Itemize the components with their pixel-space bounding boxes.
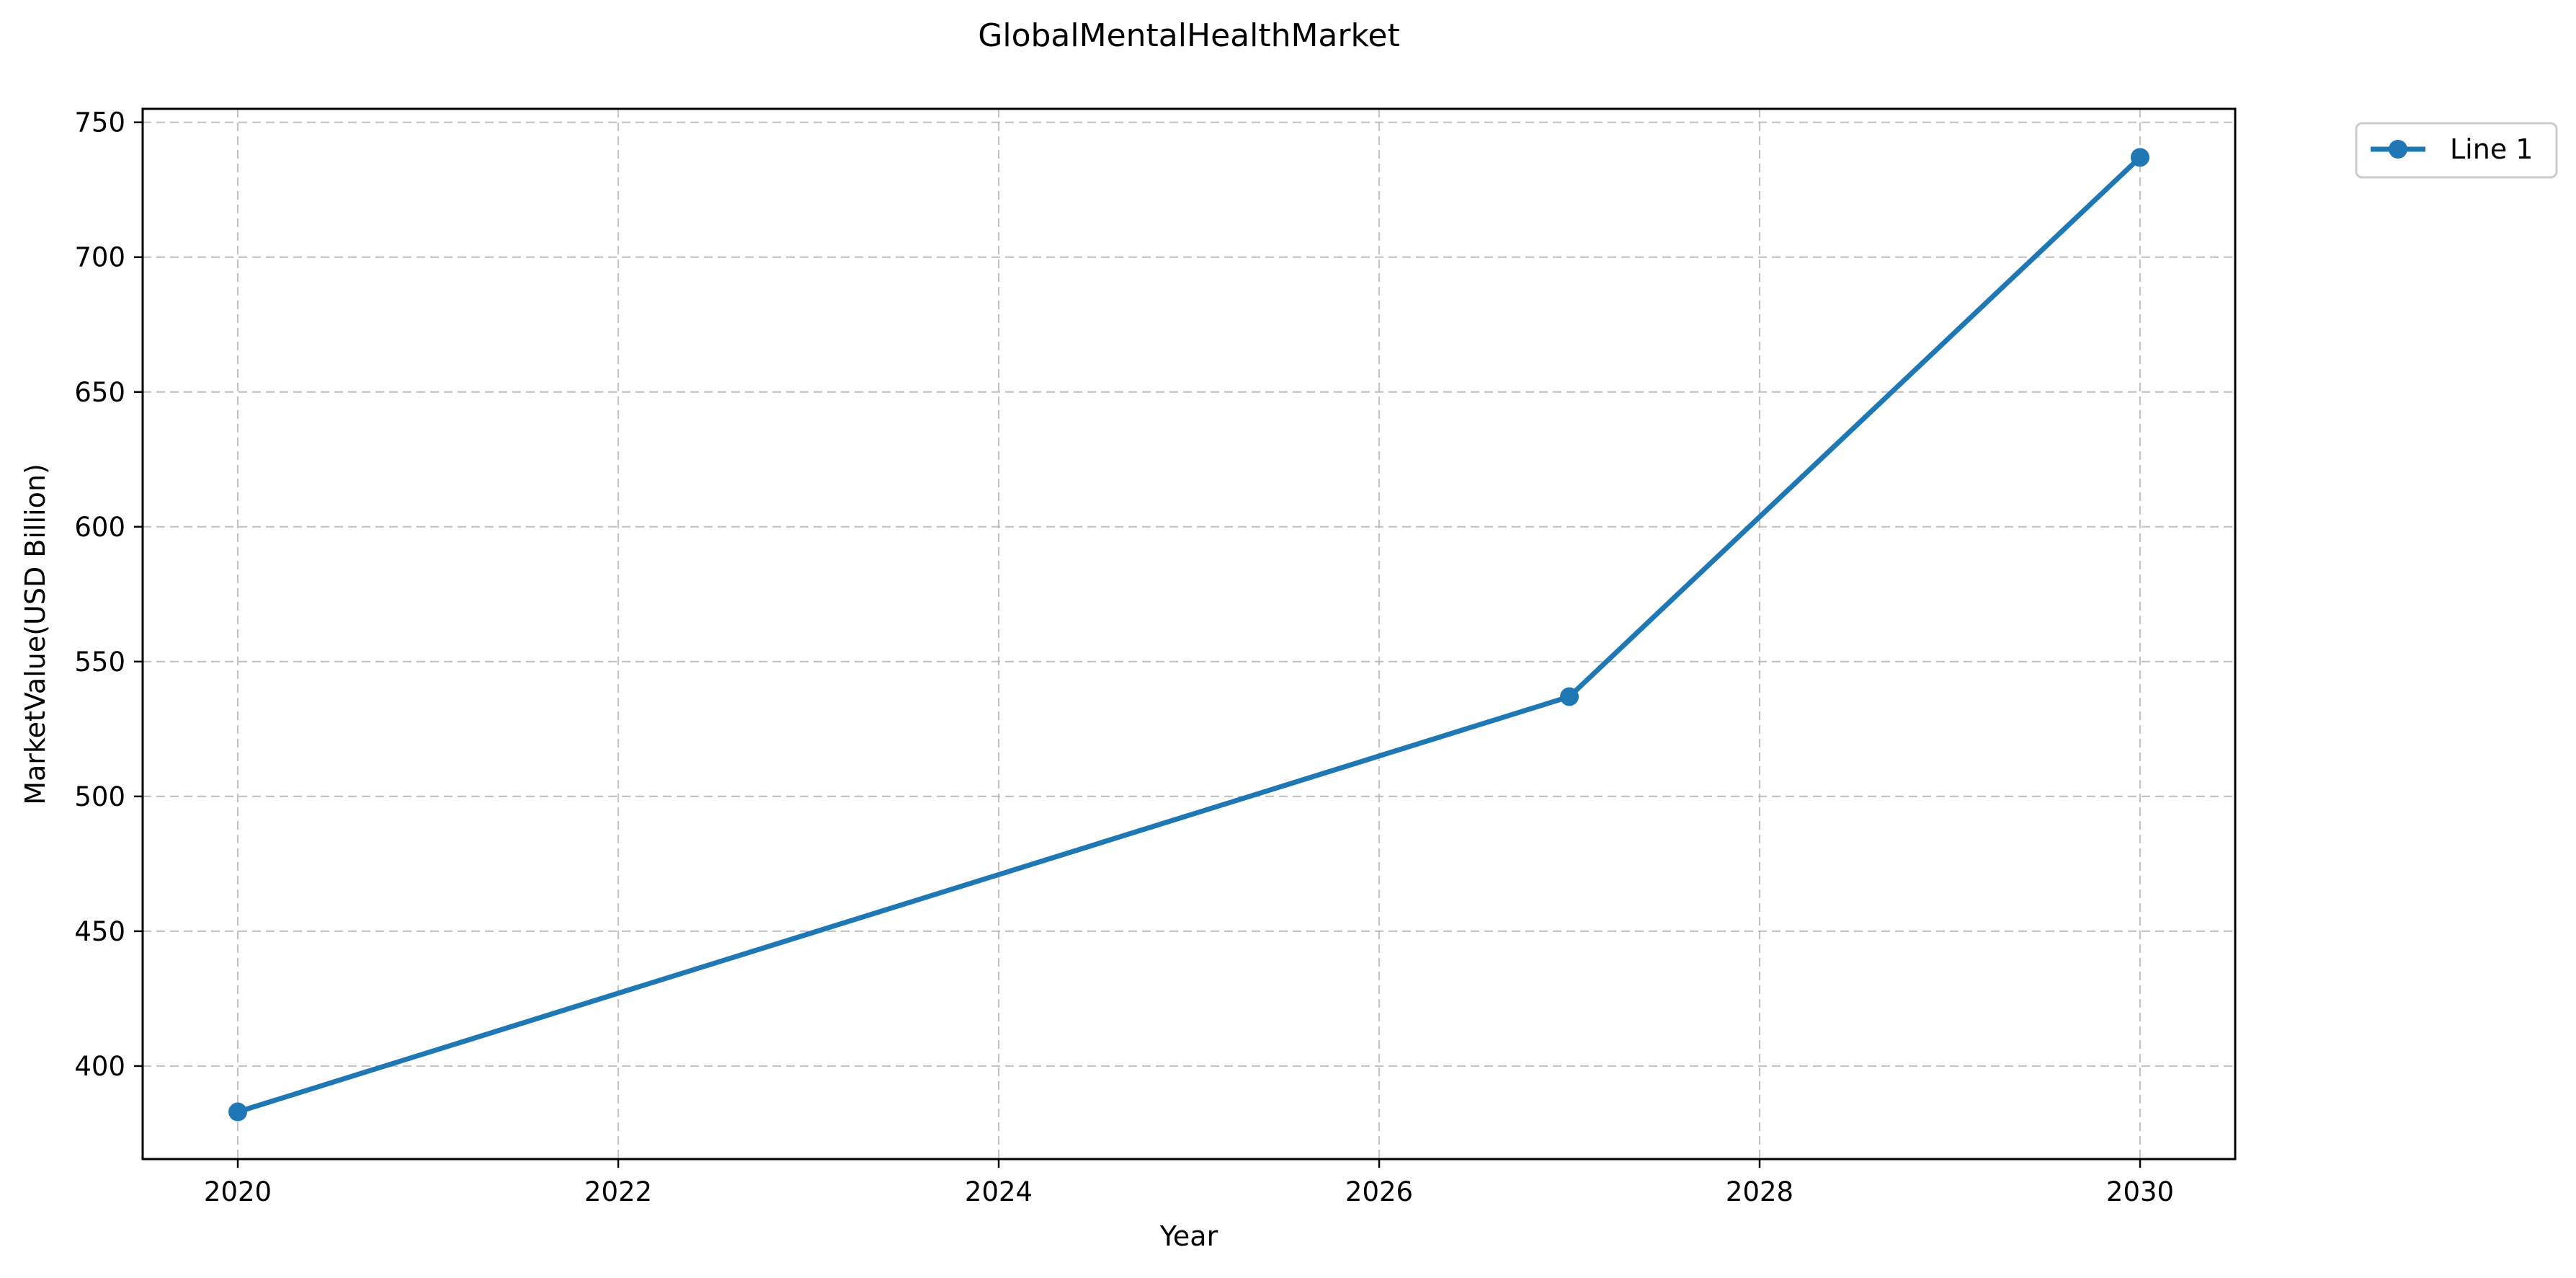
ticks: 2020 2022 2024 2026 2028 2030 400 450 500 550 600 6… xyxy=(74,107,2174,1207)
legend-label-line-1: Line 1 xyxy=(2450,133,2533,165)
x-tick-label: 2024 xyxy=(965,1176,1033,1207)
y-tick-label: 650 xyxy=(74,377,125,408)
grid xyxy=(143,109,2235,1159)
y-axis-label: MarketValue(USD Billion) xyxy=(19,463,51,805)
plot-frame xyxy=(141,107,2237,1161)
y-tick-label: 600 xyxy=(74,512,125,543)
legend-marker-swatch xyxy=(2389,140,2407,159)
x-tick-label: 2020 xyxy=(204,1176,272,1207)
data-point[interactable] xyxy=(228,1102,247,1122)
y-tick-label: 400 xyxy=(74,1051,125,1082)
x-axis-label: Year xyxy=(1159,1220,1218,1252)
legend[interactable]: Line 1 xyxy=(2355,122,2558,179)
y-tick-label: 550 xyxy=(74,647,125,678)
x-tick-label: 2028 xyxy=(1726,1176,1793,1207)
data-point[interactable] xyxy=(1560,687,1579,706)
legend-box xyxy=(2355,122,2558,179)
series-layer xyxy=(228,148,2149,1122)
chart-title: GlobalMentalHealthMarket xyxy=(978,17,1399,54)
data-point[interactable] xyxy=(2131,148,2149,167)
y-tick-label: 700 xyxy=(74,242,125,273)
y-tick-label: 450 xyxy=(74,916,125,947)
y-tick-label: 750 xyxy=(74,107,125,138)
y-tick-label: 500 xyxy=(74,781,125,812)
x-tick-label: 2022 xyxy=(584,1176,652,1207)
x-tick-label: 2030 xyxy=(2106,1176,2174,1207)
x-tick-label: 2026 xyxy=(1345,1176,1413,1207)
